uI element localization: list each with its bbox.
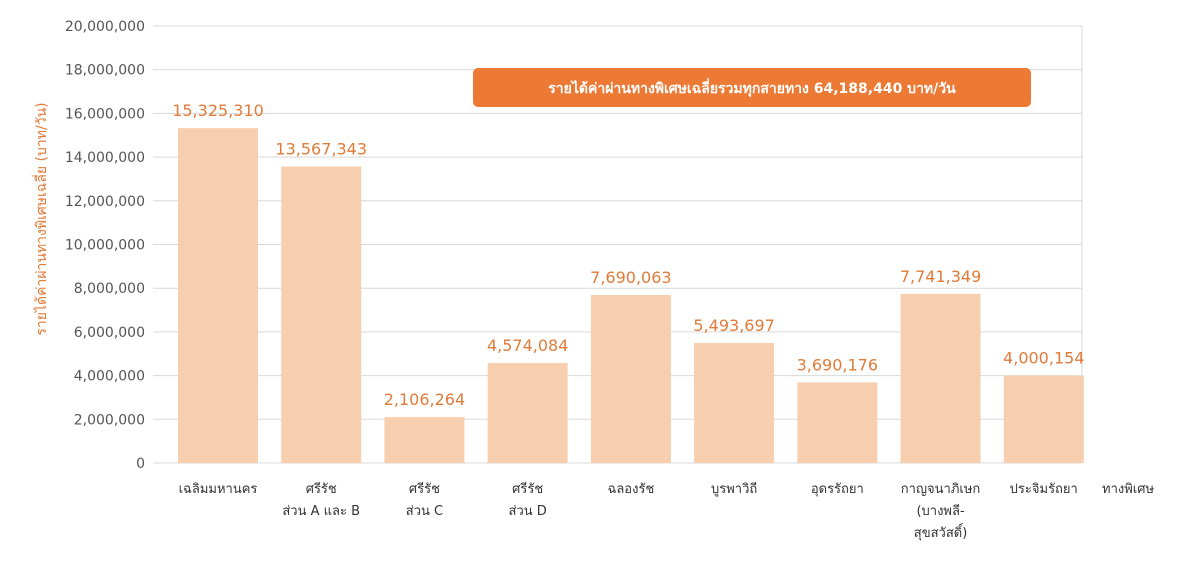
category-label: ศรีรัช [512,481,543,497]
y-tick-label: 18,000,000 [65,63,145,79]
y-tick-label: 8,000,000 [74,281,145,297]
bar [900,293,981,463]
bar [694,342,775,463]
category-label: เฉลิมมหานคร [179,482,258,497]
y-tick-label: 12,000,000 [65,194,145,210]
data-label: 5,493,697 [693,316,774,335]
category-label: อุดรรัถยา [811,482,864,497]
data-label: 4,574,084 [487,336,568,355]
y-axis-label: รายได้ค่าผ่านทางพิเศษเฉลี่ย (บาท/วัน) [32,102,50,335]
category-label: บูรพาวิถี [711,481,757,497]
y-tick-label: 20,000,000 [65,19,145,35]
data-label: 7,690,063 [590,268,671,287]
bar [797,382,878,463]
y-tick-label: 16,000,000 [65,106,145,122]
banner-text: รายได้ค่าผ่านทางพิเศษเฉลี่ยรวมทุกสายทาง … [548,78,956,97]
y-tick-label: 4,000,000 [74,369,145,385]
data-label: 4,000,154 [1003,349,1084,368]
data-labels: 15,325,310 13,567,343 2,106,264 4,574,084 7,… [172,101,1084,409]
y-axis-ticks: 0 2,000,000 4,000,000 6,000,000 8,000,000 10,… [65,19,145,472]
bar [590,294,671,463]
x-axis-categories: เฉลิมมหานคร ศรีรัชส่วน A และ B ศรีรัชส่วน … [179,481,1078,541]
y-tick-label: 10,000,000 [65,238,145,254]
category-label: ศรีรัช [306,481,337,497]
category-label: สุขสวัสดิ์) [914,523,968,541]
category-label: ส่วน C [406,504,443,519]
y-tick-label: 6,000,000 [74,325,145,341]
y-tick-label: 0 [136,456,145,472]
bar [384,416,465,463]
data-label: 3,690,176 [797,355,878,374]
category-label: ส่วน A และ B [282,504,360,519]
bar [178,128,258,464]
category-label: กาญจนาภิเษก [901,482,981,497]
x-axis-label: ทางพิเศษ [1102,482,1154,497]
category-label: (บางพลี- [916,503,965,519]
y-tick-label: 2,000,000 [74,412,145,428]
y-tick-label: 14,000,000 [65,150,145,166]
bar [281,166,362,463]
data-label: 7,741,349 [900,267,981,286]
banner-background [473,68,1031,107]
bar [487,363,568,463]
total-annotation-banner: รายได้ค่าผ่านทางพิเศษเฉลี่ยรวมทุกสายทาง … [473,68,1031,107]
category-label: ฉลองรัช [607,482,654,497]
bars [178,128,1084,464]
category-label: ส่วน D [509,504,547,519]
data-label: 15,325,310 [172,101,264,120]
data-label: 2,106,264 [384,390,465,409]
category-label: ประจิมรัถยา [1010,482,1078,497]
bar [1003,375,1084,463]
category-label: ศรีรัช [409,481,440,497]
data-label: 13,567,343 [275,140,367,159]
